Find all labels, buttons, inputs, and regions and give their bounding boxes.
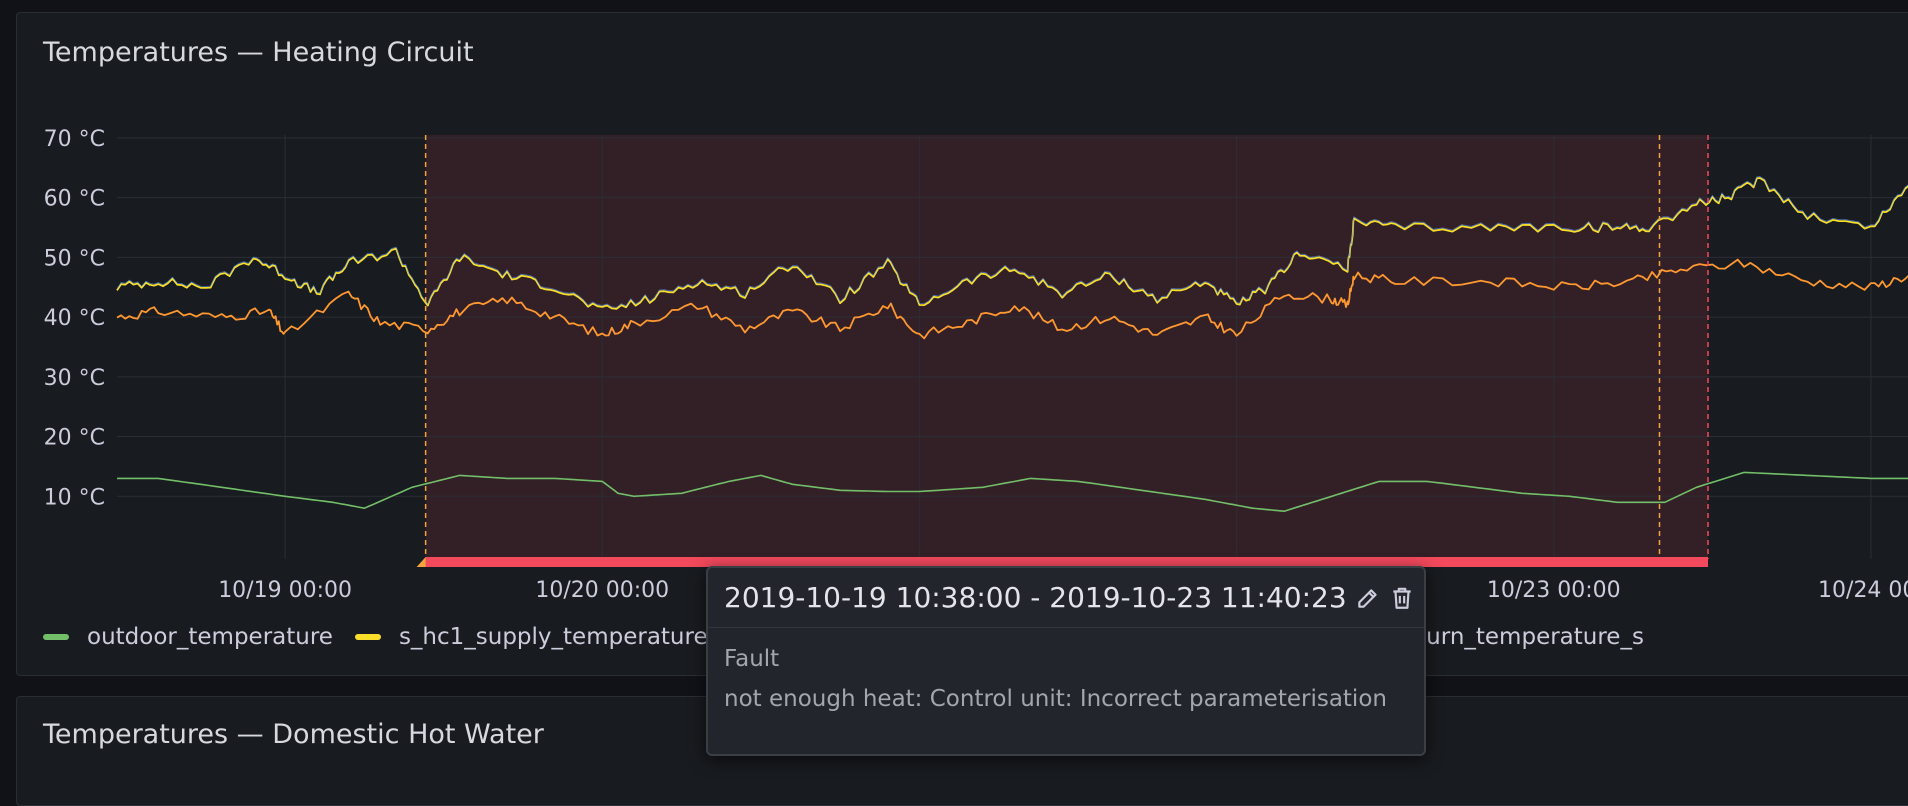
series-line-overlay [116,176,1908,308]
heating-circuit-panel: Temperatures — Heating Circuit 70 °C 60 °… [16,12,1908,676]
x-tick-label: 10/20 00:00 [535,578,669,603]
x-tick-label: 10/19 00:00 [218,578,352,603]
panel-title[interactable]: Temperatures — Domestic Hot Water [43,719,544,750]
legend-item-supply-temperature[interactable]: s_hc1_supply_temperature [354,624,708,650]
y-tick-label: 60 °C [44,187,105,212]
y-tick-label: 40 °C [44,306,105,331]
trash-icon[interactable] [1389,583,1415,613]
annotation-range-bar [425,557,1709,567]
y-tick-label: 70 °C [44,127,105,152]
annotation-text: not enough heat: Control unit: Incorrect… [724,686,1387,712]
y-tick-label: 50 °C [44,246,105,271]
x-tick-label: 10/23 00:00 [1487,578,1621,603]
y-tick-label: 30 °C [44,366,105,391]
legend-swatch [43,634,69,640]
x-tick-label: 10/24 00: [1818,578,1908,603]
series-line-outdoor-temperature [117,471,1908,513]
legend-swatch [354,634,381,640]
y-tick-label: 10 °C [44,485,105,510]
temperature-chart[interactable]: 70 °C 60 °C 50 °C 40 °C 30 °C 20 °C 10 °C 10/19… [17,13,1908,613]
panel-title[interactable]: Temperatures — Heating Circuit [43,37,474,68]
annotation-time-range: 2019-10-19 10:38:00 - 2019-10-23 11:40:2… [724,581,1347,614]
pencil-icon[interactable] [1355,583,1381,613]
tooltip-header: 2019-10-19 10:38:00 - 2019-10-23 11:40:2… [708,568,1424,628]
annotation-region [425,135,1709,559]
series-line-p-hc1-return-temperature [116,258,1908,340]
annotation-tag: Fault [724,646,780,672]
legend-label: s_hc1_supply_temperature [398,624,708,650]
tooltip-body: Fault not enough heat: Control unit: Inc… [708,628,1424,730]
y-tick-label: 20 °C [44,426,105,451]
legend-label: outdoor_temperature [87,624,333,650]
series-line-s-hc1-supply-temperature [116,177,1908,310]
annotation-tooltip: 2019-10-19 10:38:00 - 2019-10-23 11:40:2… [706,566,1426,756]
legend-item-outdoor-temperature[interactable]: outdoor_temperature [43,624,333,650]
